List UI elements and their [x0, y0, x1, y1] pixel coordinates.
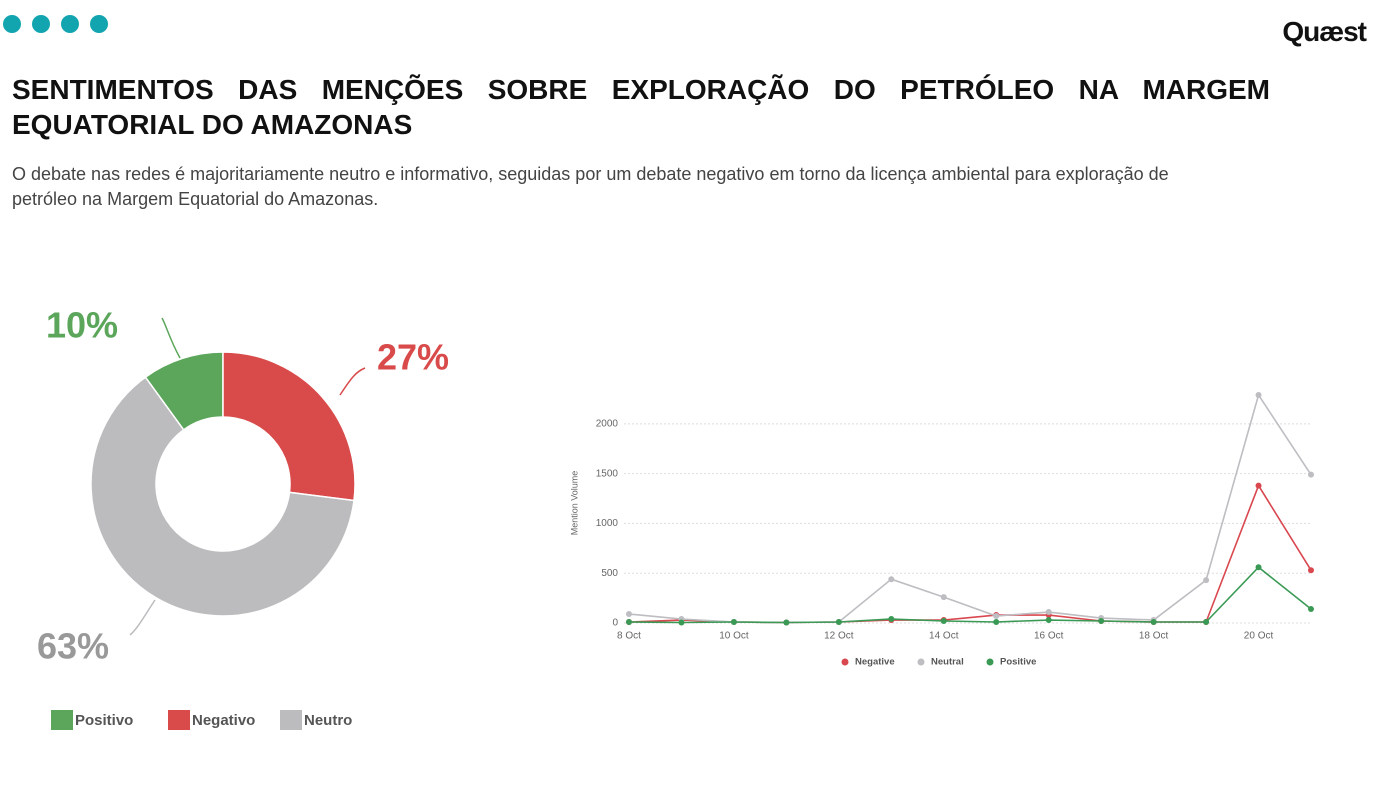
y-tick-label: 1000 [596, 518, 619, 529]
line [628, 566, 1312, 624]
leader-line [161, 317, 181, 359]
decor-dots [3, 15, 108, 33]
point [835, 619, 842, 626]
legend-label: Neutral [931, 657, 964, 668]
line [628, 393, 1312, 624]
legend-marker [841, 658, 849, 666]
y-tick-label: 1500 [596, 468, 619, 479]
point [1098, 618, 1105, 625]
x-tick-label: 12 Oct [824, 631, 854, 642]
legend-label: Positivo [75, 712, 133, 729]
donut-slice [90, 376, 355, 617]
point [1150, 619, 1157, 626]
legend-label: Positive [1000, 657, 1036, 668]
donut-slice [222, 351, 356, 502]
leader-line [339, 367, 366, 396]
point [1255, 564, 1262, 571]
point [993, 613, 1000, 620]
point [783, 619, 790, 626]
point [1203, 577, 1210, 584]
legend-marker [917, 658, 925, 666]
y-axis-label: Mention Volume [569, 471, 579, 536]
data-label: 27% [377, 337, 449, 378]
data-label: 10% [46, 305, 118, 346]
point [1045, 617, 1052, 624]
legend-marker [986, 658, 994, 666]
legend-label: Neutro [304, 712, 352, 729]
point [626, 611, 632, 618]
point [1308, 471, 1314, 478]
legend-swatch [280, 710, 302, 730]
point [888, 576, 895, 583]
y-tick-label: 500 [601, 568, 618, 579]
point [1308, 606, 1314, 613]
point [940, 618, 947, 625]
title: SENTIMENTOS DAS MENÇÕES SOBRE EXPLORAÇÃO… [12, 74, 1270, 140]
point [1203, 619, 1210, 626]
logo: Quæst [1282, 16, 1367, 47]
x-tick-label: 14 Oct [929, 631, 959, 642]
legend-label: Negativo [192, 712, 255, 729]
point [1045, 609, 1052, 616]
point [888, 616, 895, 623]
x-tick-label: 16 Oct [1034, 631, 1064, 642]
legend-swatch [168, 710, 190, 730]
x-tick-label: 18 Oct [1139, 631, 1169, 642]
legend-swatch [51, 710, 73, 730]
legend-label: Negative [855, 657, 895, 668]
data-label: 63% [37, 626, 109, 667]
point [678, 619, 685, 626]
point [1255, 482, 1262, 489]
point [1308, 567, 1314, 574]
point [993, 619, 1000, 626]
y-tick-label: 0 [612, 618, 618, 629]
point [1255, 391, 1262, 398]
x-tick-label: 8 Oct [617, 631, 641, 642]
point [626, 619, 632, 626]
y-tick-label: 2000 [596, 419, 619, 430]
subtitle: O debate nas redes é majoritariamente ne… [12, 164, 1169, 209]
line [628, 483, 1312, 624]
point [940, 594, 947, 601]
point [730, 619, 737, 626]
x-tick-label: 10 Oct [719, 631, 749, 642]
x-tick-label: 20 Oct [1244, 631, 1274, 642]
leader-line [129, 599, 156, 636]
